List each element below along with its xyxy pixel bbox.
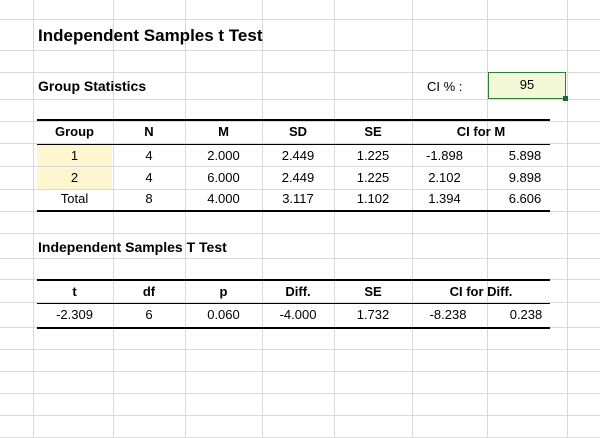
cell-m[interactable]: 6.000 <box>207 170 240 185</box>
header-n: N <box>144 124 154 139</box>
cell-t[interactable]: -2.309 <box>56 307 93 322</box>
header-se: SE <box>364 284 382 299</box>
t-test-heading: Independent Samples T Test <box>38 239 227 255</box>
cell-ci-low[interactable]: -8.238 <box>429 307 467 322</box>
header-ci-for-m: CI for M <box>456 124 506 139</box>
cell-group[interactable]: Total <box>60 191 89 206</box>
cell-se[interactable]: 1.225 <box>356 148 390 163</box>
ci-percent-label: CI % : <box>427 79 463 94</box>
cell-se[interactable]: 1.225 <box>356 170 390 185</box>
header-group: Group <box>55 124 94 139</box>
cell-sd[interactable]: 3.117 <box>282 191 314 206</box>
cell-diff[interactable]: -4.000 <box>279 307 317 322</box>
cell-fill-handle[interactable] <box>563 96 568 101</box>
cell-sd[interactable]: 2.449 <box>281 148 315 163</box>
header-se: SE <box>364 124 382 139</box>
header-p: p <box>219 284 228 299</box>
header-df: df <box>142 284 156 299</box>
cell-ci-low[interactable]: 2.102 <box>428 170 461 185</box>
cell-m[interactable]: 4.000 <box>207 191 240 206</box>
header-t: t <box>72 284 77 299</box>
header-m: M <box>218 124 229 139</box>
ttest-bottom-rule <box>37 327 550 329</box>
cell-df[interactable]: 6 <box>145 307 153 322</box>
ttest-top-rule <box>37 279 550 281</box>
cell-p[interactable]: 0.060 <box>207 307 240 322</box>
cell-n[interactable]: 8 <box>145 191 153 206</box>
ci-percent-input[interactable]: 95 <box>488 72 566 99</box>
group-1-highlight <box>37 145 112 166</box>
cell-se[interactable]: 1.732 <box>356 307 390 322</box>
header-diff: Diff. <box>285 284 311 299</box>
cell-ci-high[interactable]: 6.606 <box>508 191 542 206</box>
cell-m[interactable]: 2.000 <box>207 148 240 163</box>
header-sd: SD <box>288 124 308 139</box>
group-2-highlight <box>37 167 112 189</box>
cell-ci-low[interactable]: 1.394 <box>428 191 461 206</box>
cell-ci-high[interactable]: 0.238 <box>509 307 543 322</box>
cell-group[interactable]: 1 <box>70 148 79 163</box>
table-top-rule <box>37 119 550 121</box>
table-bottom-rule <box>37 210 550 212</box>
cell-se[interactable]: 1.102 <box>356 191 390 206</box>
cell-group[interactable]: 2 <box>70 170 79 185</box>
page-title: Independent Samples t Test <box>38 26 263 45</box>
cell-n[interactable]: 4 <box>145 148 153 163</box>
group-statistics-heading: Group Statistics <box>38 78 147 94</box>
table-header-rule <box>37 144 550 145</box>
cell-ci-high[interactable]: 9.898 <box>508 170 542 185</box>
cell-n[interactable]: 4 <box>145 170 153 185</box>
ttest-header-rule <box>37 303 550 304</box>
cell-ci-low[interactable]: -1.898 <box>426 148 463 163</box>
cell-ci-high[interactable]: 5.898 <box>508 148 542 163</box>
cell-sd[interactable]: 2.449 <box>281 170 315 185</box>
header-ci-for-diff: CI for Diff. <box>449 284 513 299</box>
